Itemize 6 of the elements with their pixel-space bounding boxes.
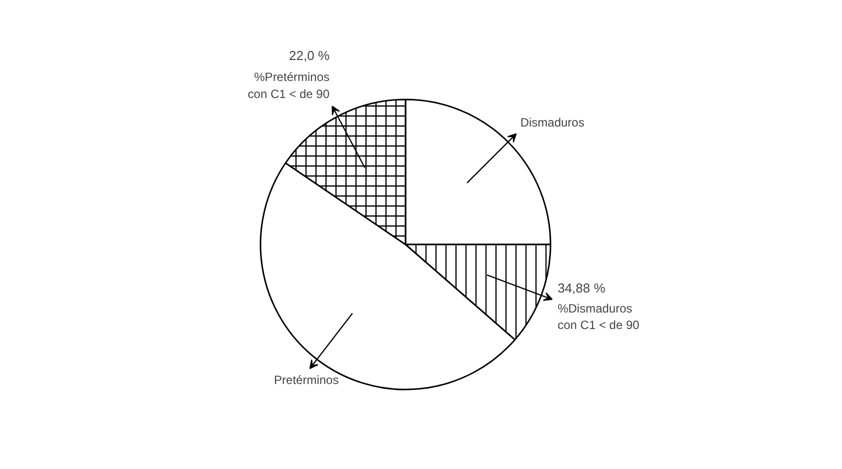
slice-label: %Pretérminos con C1 < de 90	[248, 70, 330, 101]
text: 34,88 %	[558, 280, 606, 296]
slice-label: Dismaduros	[520, 116, 584, 130]
legend-label: Pretérminos	[274, 373, 339, 388]
text: 22,0 %	[289, 48, 330, 63]
slice-label: %Dismaduros con C1 < de 90	[558, 301, 640, 332]
